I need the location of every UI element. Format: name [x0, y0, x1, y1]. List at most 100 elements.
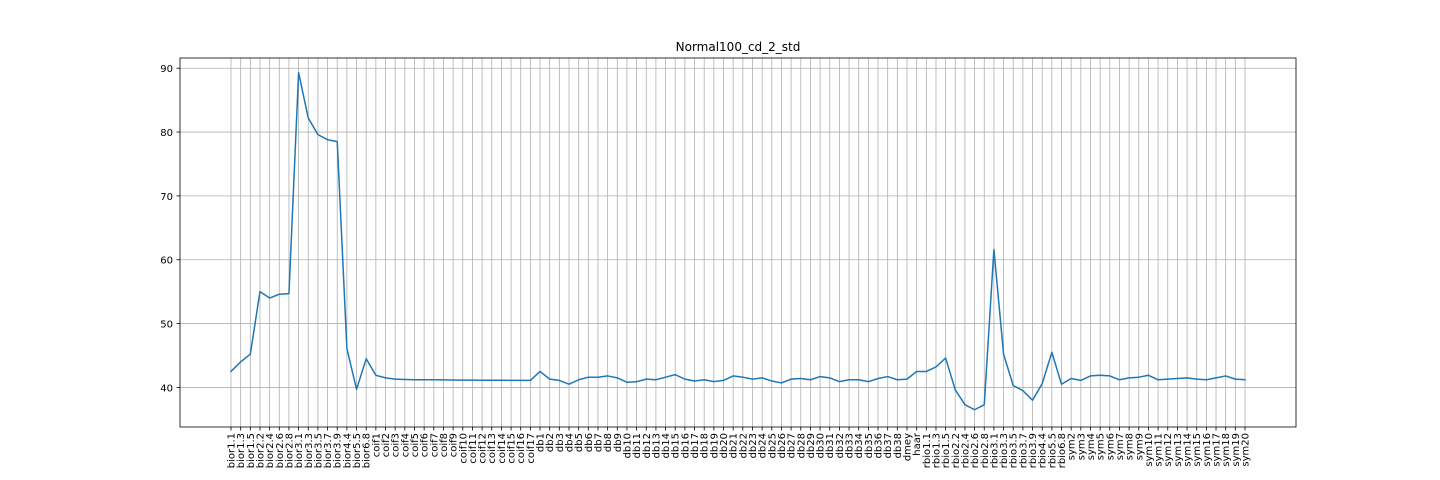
- data-point: [867, 380, 869, 382]
- data-point: [1099, 374, 1101, 376]
- data-point: [568, 383, 570, 385]
- data-point: [1147, 374, 1149, 376]
- x-tick-label: coif15: [507, 433, 518, 464]
- x-tick-label: rbio3.1: [989, 433, 1000, 468]
- x-tick-label: sym9: [1134, 433, 1145, 460]
- data-point: [1002, 353, 1004, 355]
- x-tick-label: db30: [816, 433, 827, 458]
- x-tick-label: db32: [835, 433, 846, 458]
- x-tick-label: db17: [690, 433, 701, 458]
- x-tick-label: bior6.8: [362, 433, 373, 468]
- data-point: [838, 380, 840, 382]
- x-tick-label: rbio3.5: [1009, 433, 1020, 468]
- y-tick-label: 60: [160, 256, 173, 267]
- data-point: [365, 357, 367, 359]
- y-tick-label: 70: [160, 192, 173, 203]
- x-tick-label: sym17: [1212, 433, 1223, 467]
- data-point: [510, 379, 512, 381]
- data-point: [336, 140, 338, 142]
- data-point: [394, 378, 396, 380]
- data-point: [413, 379, 415, 381]
- data-point: [819, 375, 821, 377]
- axes-frame: [179, 57, 1297, 428]
- data-point: [1186, 377, 1188, 379]
- data-point: [1051, 351, 1053, 353]
- data-point: [1109, 375, 1111, 377]
- x-tick-label: db14: [661, 433, 672, 458]
- x-tick-label: coif8: [439, 433, 450, 457]
- x-tick-label: db16: [680, 433, 691, 458]
- x-tick-label: db37: [883, 433, 894, 458]
- data-point: [780, 382, 782, 384]
- x-tick-label: coif7: [429, 433, 440, 457]
- x-tick-label: rbio2.8: [980, 433, 991, 468]
- x-tick-label: db18: [700, 433, 711, 458]
- x-tick-label: db38: [893, 433, 904, 458]
- data-point: [1080, 379, 1082, 381]
- x-tick-label: rbio2.2: [951, 433, 962, 468]
- x-tick-label: bior1.3: [236, 433, 247, 468]
- x-tick-label: coif9: [449, 433, 460, 457]
- x-tick-label: sym4: [1086, 433, 1097, 460]
- x-tick-label: sym15: [1192, 433, 1203, 467]
- x-tick-label: db24: [758, 433, 769, 458]
- data-point: [858, 379, 860, 381]
- x-tick-label: rbio3.7: [1018, 433, 1029, 468]
- data-point: [307, 117, 309, 119]
- x-tick-label: db13: [651, 433, 662, 458]
- y-tick-label: 40: [160, 383, 173, 394]
- x-tick-label: sym12: [1163, 433, 1174, 467]
- x-tick-label: rbio1.3: [931, 433, 942, 468]
- data-point: [606, 375, 608, 377]
- x-tick-label: db9: [613, 433, 624, 452]
- x-tick-label: coif2: [381, 433, 392, 457]
- data-point: [577, 379, 579, 381]
- data-point: [1041, 382, 1043, 384]
- data-point: [751, 378, 753, 380]
- data-point: [471, 379, 473, 381]
- data-point: [674, 373, 676, 375]
- data-point: [317, 133, 319, 135]
- x-tick-label: db25: [767, 433, 778, 458]
- data-point: [703, 379, 705, 381]
- data-point: [297, 71, 299, 73]
- data-point: [713, 380, 715, 382]
- x-tick-label: bior2.2: [255, 433, 266, 468]
- x-tick-label: coif5: [410, 433, 421, 457]
- x-tick-label: sym20: [1241, 433, 1252, 467]
- data-point: [355, 388, 357, 390]
- data-point: [964, 403, 966, 405]
- data-point: [761, 377, 763, 379]
- data-point: [626, 381, 628, 383]
- data-point: [1070, 377, 1072, 379]
- x-tick-label: rbio4.4: [1038, 433, 1049, 468]
- data-point: [809, 379, 811, 381]
- x-tick-label: bior3.9: [333, 433, 344, 468]
- data-point: [384, 377, 386, 379]
- data-point: [886, 375, 888, 377]
- data-point: [722, 379, 724, 381]
- data-point: [1012, 384, 1014, 386]
- data-point: [1205, 379, 1207, 381]
- data-point: [732, 375, 734, 377]
- data-point: [645, 378, 647, 380]
- data-point: [500, 379, 502, 381]
- x-tick-label: dmey: [903, 433, 914, 461]
- x-tick-label: bior2.6: [275, 433, 286, 468]
- series-line: [229, 71, 1246, 411]
- x-tick-label: db28: [796, 433, 807, 458]
- data-point: [548, 378, 550, 380]
- data-point: [239, 361, 241, 363]
- data-point: [993, 248, 995, 250]
- y-tick-label: 90: [160, 64, 173, 75]
- data-point: [1022, 389, 1024, 391]
- data-point: [1031, 399, 1033, 401]
- x-tick-label: rbio1.1: [922, 433, 933, 468]
- x-tick-label: sym7: [1115, 433, 1126, 460]
- data-point: [1128, 377, 1130, 379]
- x-tick-label: coif6: [420, 433, 431, 457]
- data-point: [829, 377, 831, 379]
- x-tick-label: sym13: [1173, 433, 1184, 467]
- x-tick-label: coif11: [468, 433, 479, 464]
- y-tick-label: 50: [160, 320, 173, 331]
